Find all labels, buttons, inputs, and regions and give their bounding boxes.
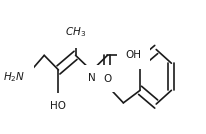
Text: O: O bbox=[103, 74, 112, 84]
Text: $CH_3$: $CH_3$ bbox=[65, 26, 86, 39]
Text: $H_2N$: $H_2N$ bbox=[3, 70, 25, 84]
Text: OH: OH bbox=[126, 50, 142, 60]
Text: N: N bbox=[88, 73, 96, 83]
Text: HO: HO bbox=[50, 101, 67, 111]
